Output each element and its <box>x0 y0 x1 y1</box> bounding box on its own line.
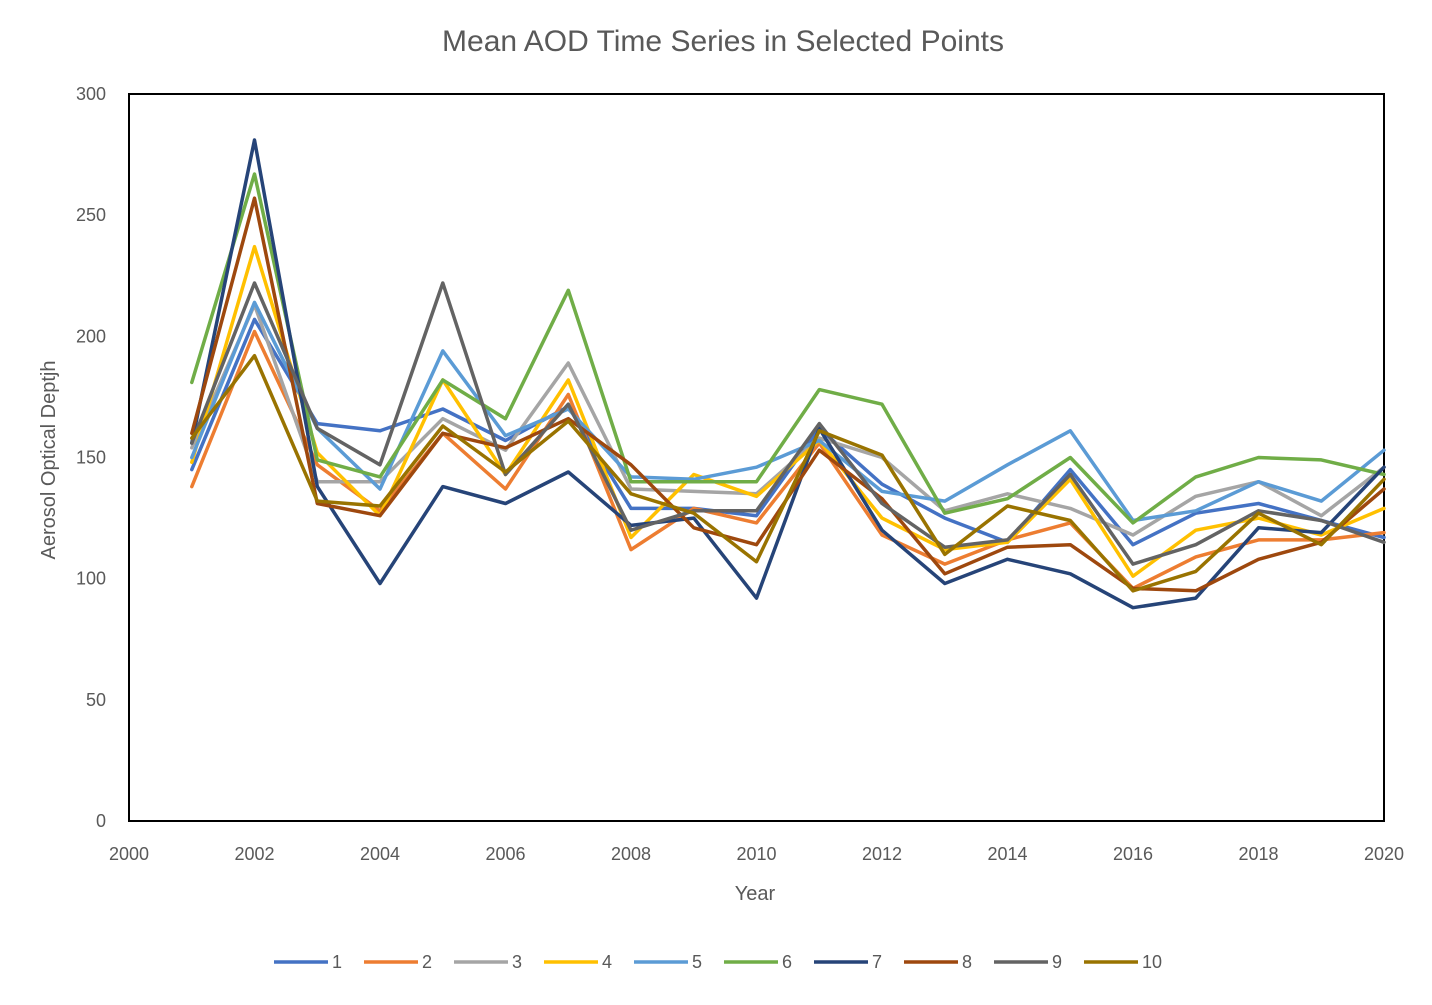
legend-label: 9 <box>1052 952 1062 972</box>
series-line-7 <box>190 138 1386 610</box>
series-line-4 <box>190 244 1386 578</box>
series-line-6 <box>190 172 1386 525</box>
legend-label: 4 <box>602 952 612 972</box>
x-tick-label: 2016 <box>1113 844 1153 864</box>
series-lines <box>190 138 1386 610</box>
series-line-1 <box>190 317 1386 547</box>
x-tick-label: 2004 <box>360 844 400 864</box>
chart-title: Mean AOD Time Series in Selected Points <box>442 25 1004 58</box>
y-tick-label: 150 <box>76 448 106 468</box>
legend-label: 2 <box>422 952 432 972</box>
y-tick-label: 100 <box>76 569 106 589</box>
x-tick-label: 2002 <box>234 844 274 864</box>
legend-label: 5 <box>692 952 702 972</box>
series-line-10 <box>190 353 1386 593</box>
legend-label: 10 <box>1142 952 1162 972</box>
y-tick-label: 0 <box>96 811 106 831</box>
y-tick-label: 250 <box>76 205 106 225</box>
series-line-2 <box>190 329 1386 591</box>
y-tick-label: 300 <box>76 84 106 104</box>
legend-label: 1 <box>332 952 342 972</box>
legend: 1 2 3 4 5 6 7 8 9 10 <box>274 952 1162 972</box>
x-tick-label: 2008 <box>611 844 651 864</box>
series-line-8 <box>190 196 1386 593</box>
y-axis-title: Aerosol Optical Deptjh <box>38 361 60 560</box>
x-tick-label: 2012 <box>862 844 902 864</box>
y-tick-label: 200 <box>76 326 106 346</box>
x-tick-label: 2018 <box>1238 844 1278 864</box>
x-tick-label: 2010 <box>736 844 776 864</box>
legend-label: 6 <box>782 952 792 972</box>
x-axis-title: Year <box>735 883 776 905</box>
y-tick-label: 50 <box>86 690 106 710</box>
series-line-5 <box>190 300 1386 523</box>
plot-area-border <box>128 93 1385 822</box>
x-tick-label: 2020 <box>1364 844 1404 864</box>
legend-label: 8 <box>962 952 972 972</box>
series-line-9 <box>190 281 1386 566</box>
legend-label: 3 <box>512 952 522 972</box>
x-tick-label: 2014 <box>987 844 1027 864</box>
y-axis-tick-labels: 0 50 100 150 200 250 300 <box>76 84 106 831</box>
x-tick-label: 2006 <box>485 844 525 864</box>
legend-label: 7 <box>872 952 882 972</box>
x-axis-tick-labels: 2000 2002 2004 2006 2008 2010 2012 2014 2016 2018… <box>109 844 1404 864</box>
x-tick-label: 2000 <box>109 844 149 864</box>
